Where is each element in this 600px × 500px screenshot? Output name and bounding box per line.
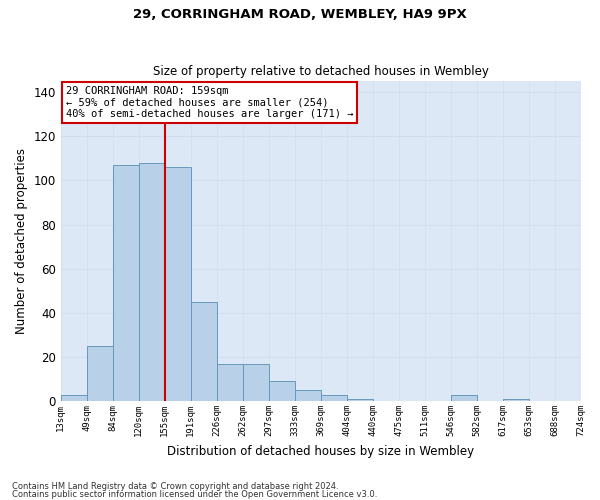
Bar [217,364,242,401]
Text: Contains public sector information licensed under the Open Government Licence v3: Contains public sector information licen… [12,490,377,499]
Y-axis label: Number of detached properties: Number of detached properties [15,148,28,334]
Text: 29, CORRINGHAM ROAD, WEMBLEY, HA9 9PX: 29, CORRINGHAM ROAD, WEMBLEY, HA9 9PX [133,8,467,20]
Text: Contains HM Land Registry data © Crown copyright and database right 2024.: Contains HM Land Registry data © Crown c… [12,482,338,491]
Bar [165,167,191,401]
Bar [320,394,347,401]
Bar [295,390,320,401]
Text: 29 CORRINGHAM ROAD: 159sqm
← 59% of detached houses are smaller (254)
40% of sem: 29 CORRINGHAM ROAD: 159sqm ← 59% of deta… [66,86,353,119]
Bar [451,394,476,401]
Bar [347,399,373,401]
Bar [269,382,295,401]
Bar [191,302,217,401]
Bar [503,399,529,401]
Bar [242,364,269,401]
Bar [139,162,165,401]
Bar [61,394,87,401]
Bar [113,165,139,401]
Title: Size of property relative to detached houses in Wembley: Size of property relative to detached ho… [153,66,488,78]
X-axis label: Distribution of detached houses by size in Wembley: Distribution of detached houses by size … [167,444,474,458]
Bar [87,346,113,401]
